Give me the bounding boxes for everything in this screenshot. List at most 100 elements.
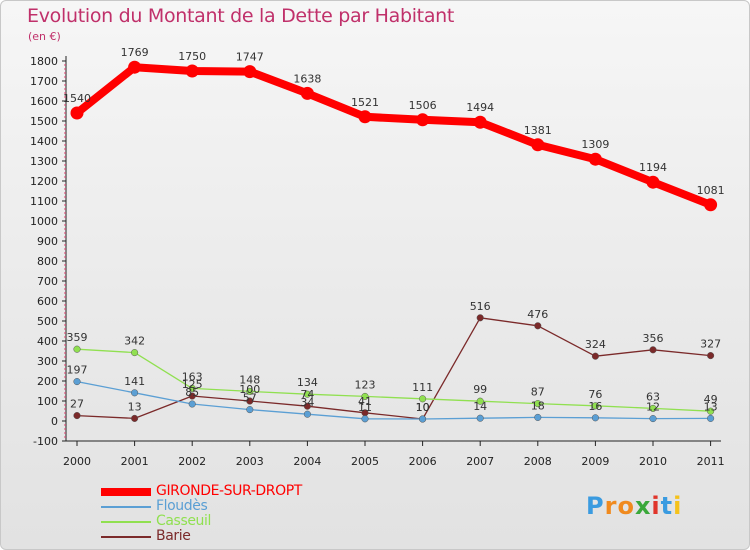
- data-label: 163: [182, 370, 203, 383]
- logo-letter: o: [617, 492, 635, 520]
- data-point: [591, 402, 599, 410]
- data-point: [649, 346, 657, 354]
- data-point: [707, 414, 715, 422]
- data-point: [70, 106, 84, 120]
- y-tick-label: 1000: [30, 215, 58, 228]
- data-point: [707, 352, 715, 360]
- data-label: 13: [704, 400, 718, 413]
- data-point: [128, 60, 142, 74]
- data-label: 41: [358, 395, 372, 408]
- data-label: 49: [704, 393, 718, 406]
- data-label: 100: [239, 383, 260, 396]
- data-label: 1381: [524, 124, 552, 137]
- y-tick-label: 1400: [30, 135, 58, 148]
- chart-title: Evolution du Montant de la Dette par Hab…: [27, 5, 455, 27]
- y-tick-label: 1500: [30, 115, 58, 128]
- data-label: 148: [239, 373, 260, 386]
- series-line: [76, 317, 712, 420]
- data-point: [416, 113, 430, 127]
- data-label: 1309: [581, 138, 609, 151]
- data-label: 324: [585, 338, 606, 351]
- data-point: [358, 110, 372, 124]
- data-label: 13: [128, 400, 142, 413]
- data-label: 476: [527, 308, 548, 321]
- legend-swatch: [101, 488, 151, 496]
- data-label: 10: [416, 401, 430, 414]
- data-label: 134: [297, 376, 318, 389]
- y-tick-label: 900: [37, 235, 58, 248]
- data-point: [588, 152, 602, 166]
- data-point: [476, 314, 484, 322]
- legend-label: Barie: [156, 528, 191, 544]
- data-label: 74: [300, 388, 314, 401]
- data-label: 125: [182, 378, 203, 391]
- data-label: 76: [588, 388, 602, 401]
- x-tick-label: 2006: [409, 455, 437, 468]
- y-tick-label: 600: [37, 295, 58, 308]
- data-point: [419, 395, 427, 403]
- x-tick-label: 2010: [639, 455, 667, 468]
- data-label: 34: [300, 396, 314, 409]
- data-label: 14: [473, 400, 487, 413]
- data-label: 342: [124, 335, 145, 348]
- data-point: [131, 414, 139, 422]
- data-point: [707, 407, 715, 415]
- data-point: [646, 175, 660, 189]
- logo-letter: t: [660, 492, 674, 520]
- legend-swatch: [101, 536, 151, 538]
- y-tick-label: 500: [37, 315, 58, 328]
- data-point: [531, 138, 545, 152]
- data-point: [131, 349, 139, 357]
- logo-letter: r: [604, 492, 618, 520]
- data-label: 111: [412, 381, 433, 394]
- logo-letter: P: [586, 492, 605, 520]
- legend-label: Casseuil: [156, 513, 212, 529]
- y-tick-label: 400: [37, 335, 58, 348]
- series-line: [76, 348, 712, 412]
- x-tick-label: 2011: [697, 455, 725, 468]
- y-tick-label: -100: [33, 435, 58, 448]
- data-point: [361, 392, 369, 400]
- data-label: 1638: [293, 72, 321, 85]
- y-tick-label: 800: [37, 255, 58, 268]
- data-point: [131, 389, 139, 397]
- logo-letter: i: [673, 492, 683, 520]
- data-label: 1540: [63, 92, 91, 105]
- legend-swatch: [101, 506, 151, 508]
- data-label: 197: [67, 364, 88, 377]
- data-point: [246, 406, 254, 414]
- logo-letter: x: [634, 492, 652, 520]
- data-point: [534, 322, 542, 330]
- data-point: [300, 86, 314, 100]
- data-label: 516: [470, 300, 491, 313]
- y-tick-label: 0: [51, 415, 58, 428]
- data-point: [188, 392, 196, 400]
- data-point: [303, 402, 311, 410]
- y-tick-label: 1300: [30, 155, 58, 168]
- legend-swatch: [101, 521, 151, 523]
- data-point: [303, 410, 311, 418]
- data-label: 27: [70, 398, 84, 411]
- data-label: 359: [67, 331, 88, 344]
- chart-subtitle: (en €): [28, 30, 61, 43]
- data-point: [73, 378, 81, 386]
- data-point: [704, 198, 718, 212]
- data-point: [246, 387, 254, 395]
- data-label: 99: [473, 383, 487, 396]
- data-point: [419, 415, 427, 423]
- data-point: [188, 400, 196, 408]
- data-point: [649, 404, 657, 412]
- x-tick-label: 2001: [121, 455, 149, 468]
- data-point: [246, 397, 254, 405]
- data-point: [534, 413, 542, 421]
- legend-label: Floudès: [156, 498, 208, 514]
- x-tick-label: 2007: [466, 455, 494, 468]
- logo-letter: i: [651, 492, 661, 520]
- y-tick-label: 300: [37, 355, 58, 368]
- data-point: [534, 400, 542, 408]
- x-tick-label: 2005: [351, 455, 379, 468]
- data-point: [185, 64, 199, 78]
- data-point: [361, 415, 369, 423]
